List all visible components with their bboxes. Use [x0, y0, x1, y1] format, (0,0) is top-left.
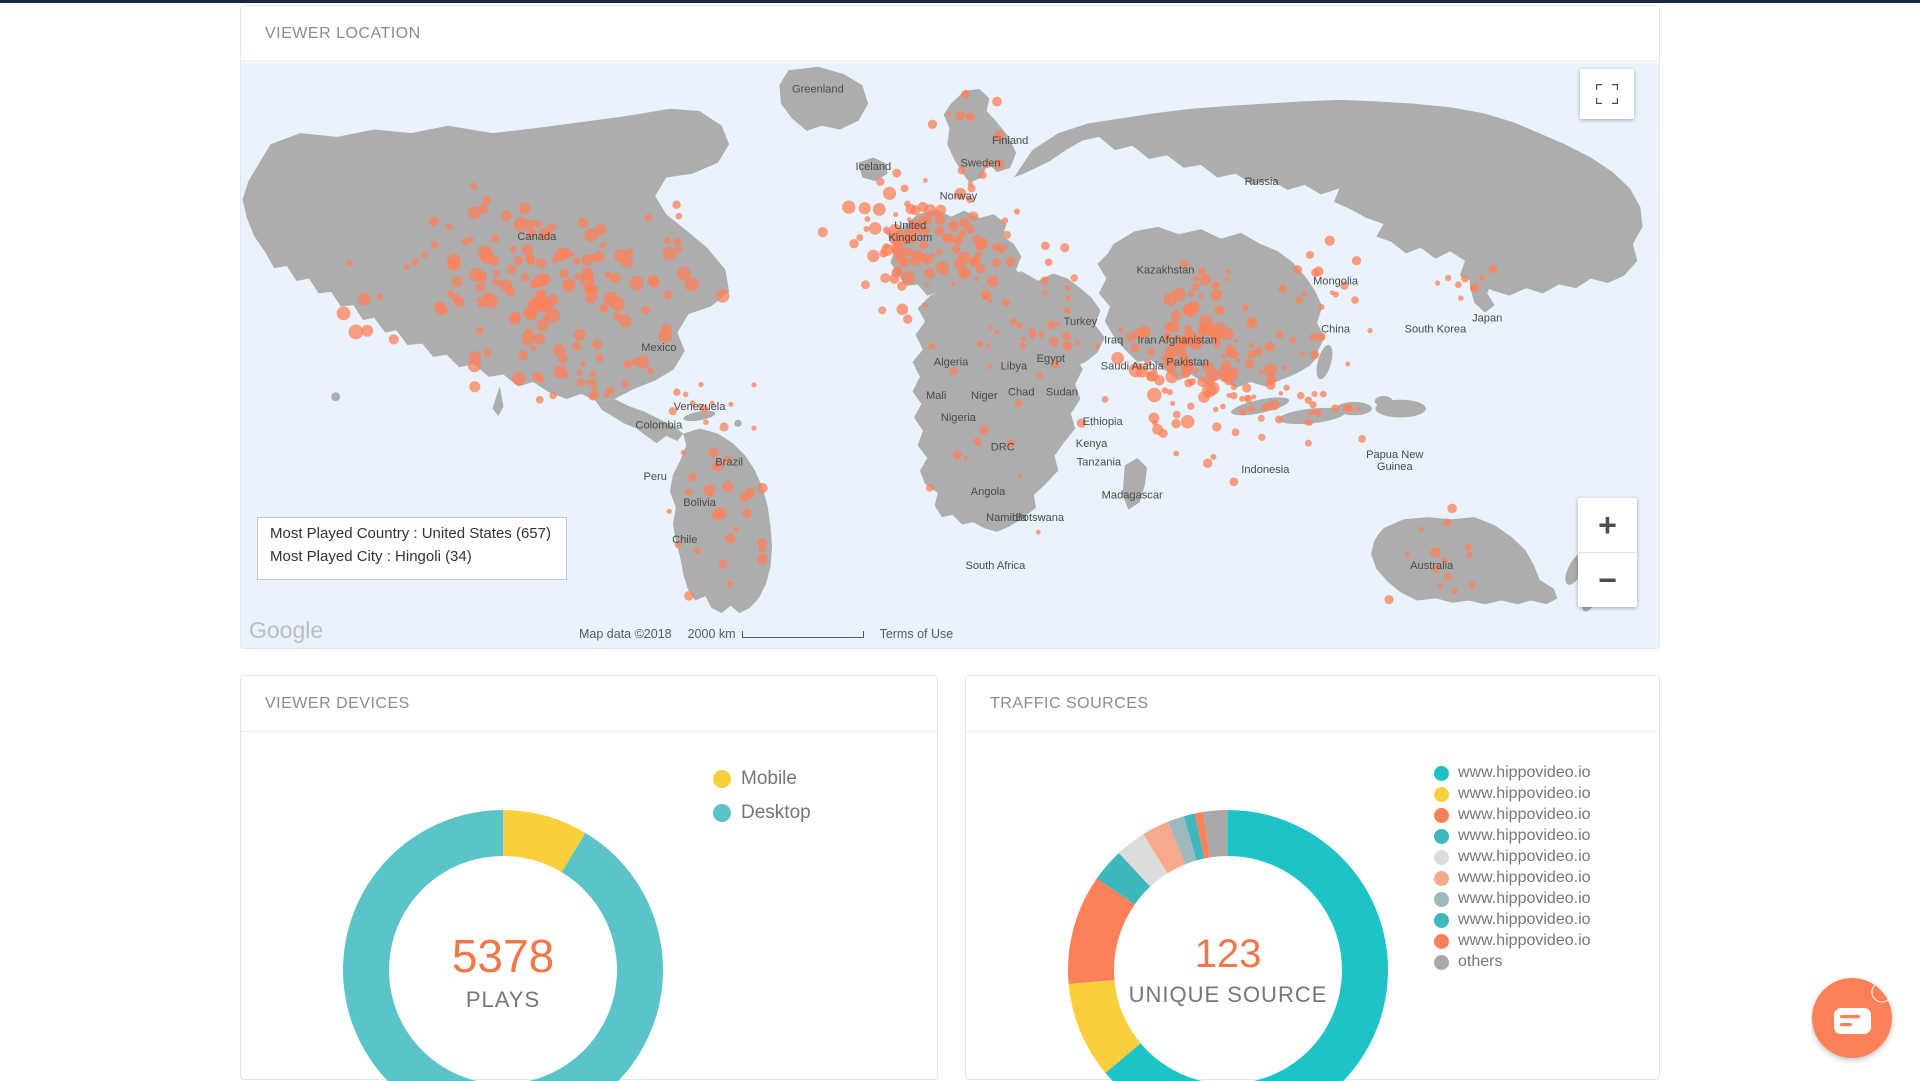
svg-text:Turkey: Turkey	[1064, 316, 1098, 328]
svg-text:Russia: Russia	[1245, 176, 1280, 188]
svg-text:Greenland: Greenland	[792, 84, 844, 96]
svg-text:Venezuela: Venezuela	[674, 401, 727, 413]
svg-text:Finland: Finland	[992, 135, 1028, 147]
svg-text:Brazil: Brazil	[715, 456, 743, 468]
svg-text:5378: 5378	[452, 930, 554, 982]
svg-text:Iran: Iran	[1137, 335, 1156, 347]
svg-text:Tanzania: Tanzania	[1077, 456, 1122, 468]
svg-text:Colombia: Colombia	[635, 419, 683, 431]
svg-text:Saudi Arabia: Saudi Arabia	[1101, 360, 1165, 372]
svg-text:Papua New: Papua New	[1366, 449, 1424, 461]
svg-text:Niger: Niger	[971, 390, 998, 402]
svg-text:Japan: Japan	[1472, 312, 1502, 324]
svg-text:Iceland: Iceland	[855, 161, 891, 173]
svg-text:Norway: Norway	[940, 191, 978, 203]
svg-text:Indonesia: Indonesia	[1241, 464, 1290, 476]
svg-text:123: 123	[1195, 932, 1262, 976]
svg-text:South Africa: South Africa	[965, 560, 1026, 572]
svg-text:UNIQUE SOURCE: UNIQUE SOURCE	[1129, 982, 1328, 1007]
svg-text:Mongolia: Mongolia	[1313, 276, 1359, 288]
svg-text:China: China	[1321, 324, 1351, 336]
svg-text:Mexico: Mexico	[641, 342, 676, 354]
svg-text:United: United	[894, 220, 926, 232]
svg-text:Ethiopia: Ethiopia	[1083, 416, 1124, 428]
svg-text:Angola: Angola	[971, 486, 1006, 498]
svg-text:Guinea: Guinea	[1377, 461, 1414, 473]
svg-text:Madagascar: Madagascar	[1102, 490, 1163, 502]
svg-text:Afghanistan: Afghanistan	[1158, 335, 1217, 347]
svg-text:PLAYS: PLAYS	[466, 987, 540, 1012]
svg-text:Chile: Chile	[672, 534, 697, 546]
svg-text:Kenya: Kenya	[1076, 438, 1108, 450]
svg-text:Sweden: Sweden	[961, 157, 1001, 169]
svg-text:Chad: Chad	[1008, 386, 1035, 398]
svg-text:Libya: Libya	[1001, 360, 1028, 372]
svg-text:Peru: Peru	[643, 471, 666, 483]
svg-text:Nigeria: Nigeria	[941, 412, 977, 424]
svg-text:South Korea: South Korea	[1405, 324, 1467, 336]
svg-text:Bolivia: Bolivia	[683, 497, 717, 509]
svg-text:Egypt: Egypt	[1037, 353, 1065, 365]
svg-text:Iraq: Iraq	[1104, 335, 1123, 347]
svg-text:DRC: DRC	[991, 442, 1015, 454]
svg-text:Mali: Mali	[926, 390, 946, 402]
svg-text:Sudan: Sudan	[1046, 386, 1078, 398]
svg-text:Canada: Canada	[517, 231, 557, 243]
svg-text:Algeria: Algeria	[934, 357, 969, 369]
svg-text:Kingdom: Kingdom	[888, 232, 932, 244]
svg-text:Australia: Australia	[1410, 560, 1454, 572]
svg-text:Kazakhstan: Kazakhstan	[1137, 264, 1195, 276]
svg-text:Pakistan: Pakistan	[1166, 357, 1209, 369]
svg-text:Botswana: Botswana	[1015, 512, 1065, 524]
